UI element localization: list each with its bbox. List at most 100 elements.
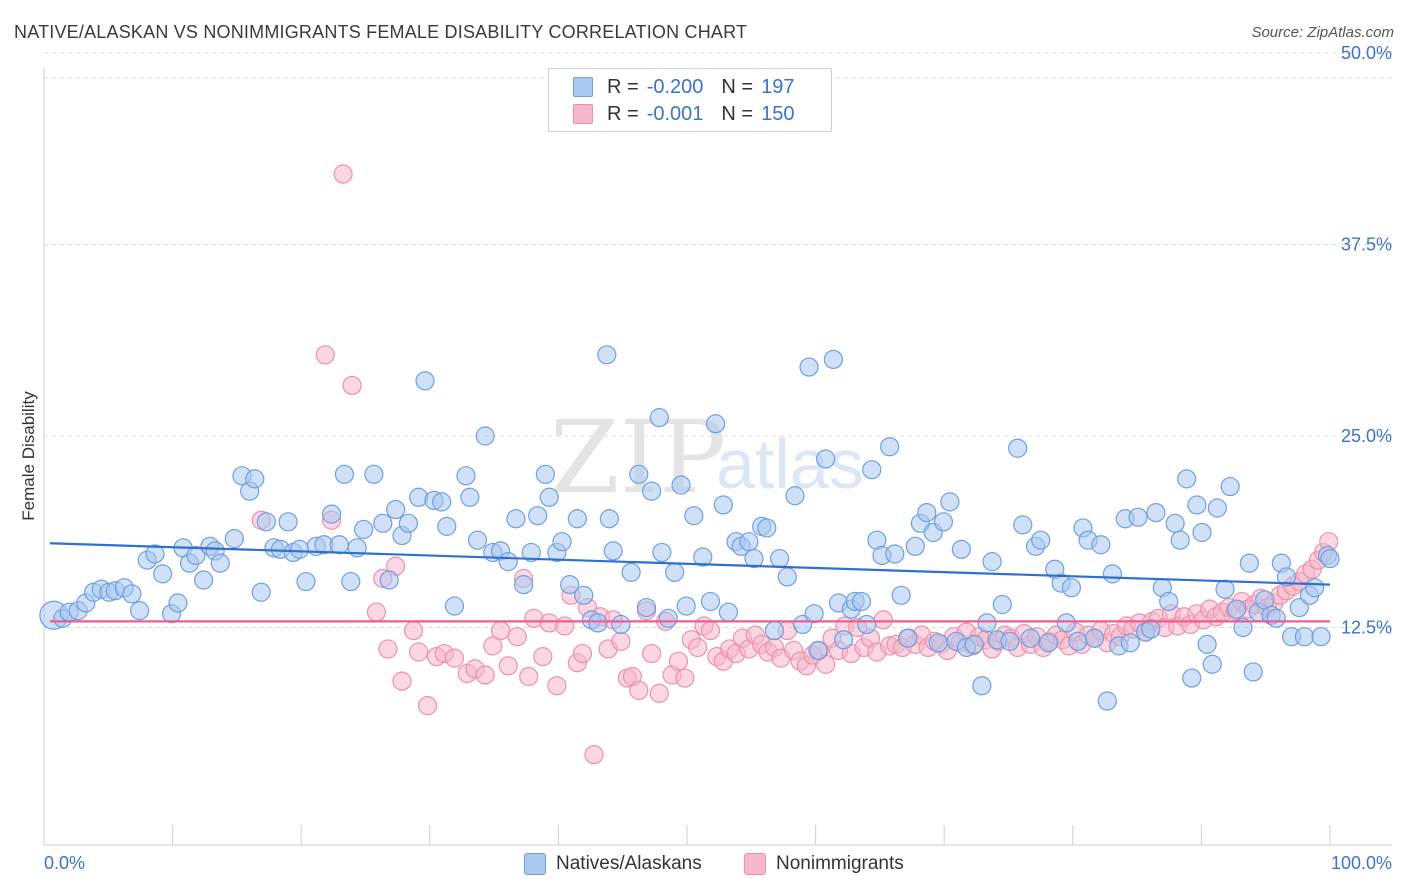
natives-point (777, 567, 797, 587)
y-tick-label: 25.0% (1341, 426, 1392, 446)
nonimmigrants-point (700, 620, 721, 641)
natives-point (296, 571, 316, 592)
nonimmigrants-point (378, 639, 398, 659)
natives-point (1202, 654, 1222, 674)
natives-point (552, 532, 572, 552)
nonimmigrants-point (475, 665, 495, 685)
nonimmigrants-point (572, 643, 593, 664)
n-value: 197 (761, 75, 795, 98)
bottom-legend-natives: Natives/Alaskans (524, 852, 702, 876)
legend-row-nonimmigrants: R = -0.001 N = 150 (573, 101, 794, 127)
natives-point (1233, 617, 1253, 638)
natives-point (649, 408, 669, 428)
natives-point (1207, 498, 1227, 518)
natives-point (1243, 662, 1263, 682)
natives-point (1266, 608, 1286, 628)
y-tick-label: 50.0% (1341, 43, 1392, 63)
natives-point (153, 564, 173, 584)
nonimmigrants-point (641, 643, 662, 664)
natives-point (652, 542, 672, 563)
natives-point (1102, 564, 1123, 584)
nonimmigrants-point (498, 656, 518, 676)
natives-point (700, 591, 721, 612)
natives-point (1146, 502, 1166, 523)
natives-point (808, 640, 828, 661)
natives-point (597, 345, 617, 365)
trend-lines (49, 542, 1331, 623)
natives-point (386, 499, 406, 520)
axis-layer: 12.5% 25.0% 37.5% 50.0% 0.0% 100.0% (43, 43, 1392, 873)
natives-point (713, 495, 733, 515)
natives-point (851, 591, 872, 612)
nonimmigrants-point (507, 627, 527, 647)
natives-point (658, 608, 678, 628)
natives-point (322, 504, 342, 524)
natives-point (1226, 599, 1247, 619)
natives-point (1289, 597, 1309, 618)
natives-point (256, 512, 276, 532)
natives-point (718, 602, 739, 622)
natives-point (245, 469, 265, 489)
y-tick-label: 37.5% (1341, 235, 1392, 255)
natives-point (539, 487, 559, 507)
n-label: N = (721, 75, 754, 98)
nonimmigrants-point (333, 164, 353, 184)
natives-point (1097, 691, 1117, 711)
natives-point (432, 492, 452, 512)
r-value: -0.001 (646, 102, 704, 125)
natives-point (684, 506, 704, 526)
nonimmigrants-point (611, 631, 631, 651)
natives-point (379, 570, 399, 590)
natives-point (917, 502, 937, 523)
natives-point (560, 575, 580, 595)
natives-point (194, 570, 214, 590)
natives-point (521, 542, 541, 563)
natives-point (1013, 515, 1033, 535)
x-tick-label: 0.0% (44, 853, 85, 873)
natives-point (799, 357, 819, 377)
natives-point (415, 371, 435, 391)
natives-point (373, 513, 393, 533)
natives-point (891, 585, 911, 605)
natives-point (506, 509, 526, 529)
natives-point (764, 620, 785, 641)
natives-point (629, 464, 649, 484)
natives-point (744, 548, 764, 569)
nonimmigrants-point (315, 345, 335, 365)
nonimmigrants-point (554, 616, 575, 636)
chart-title: NATIVE/ALASKAN VS NONIMMIGRANTS FEMALE D… (14, 22, 748, 42)
nonimmigrants-point (409, 642, 429, 662)
natives-point (130, 601, 150, 621)
nonimmigrants-point (873, 610, 893, 630)
natives-point (145, 544, 165, 564)
correlation-legend: R = -0.200 N = 197 R = -0.001 N = 150 (548, 68, 832, 132)
r-label: R = (607, 75, 639, 98)
y-axis-label: Female Disability (19, 391, 38, 521)
natives-point (977, 613, 997, 633)
natives-points (39, 345, 1340, 711)
natives-point (1305, 578, 1325, 598)
natives-point (588, 613, 608, 633)
natives-point (210, 553, 230, 573)
bottom-legend-nonimmigrants: Nonimmigrants (744, 852, 904, 876)
natives-point (1187, 495, 1207, 515)
natives-point (1038, 633, 1059, 653)
nonimmigrants-point (418, 696, 438, 716)
natives-point (456, 466, 476, 486)
natives-point (1031, 530, 1051, 550)
natives-point (475, 426, 495, 446)
watermark: ZIP atlas (550, 399, 864, 516)
natives-point (1192, 522, 1212, 543)
y-tick-label: 12.5% (1341, 618, 1392, 638)
natives-point (739, 532, 759, 552)
legend-row-natives: R = -0.200 N = 197 (573, 74, 794, 100)
natives-point (603, 541, 623, 561)
natives-point (1320, 548, 1340, 569)
natives-point (1239, 553, 1259, 573)
natives-point (1008, 438, 1028, 458)
nonimmigrants-swatch (573, 104, 593, 124)
natives-point (972, 676, 992, 696)
nonimmigrants-point (490, 620, 511, 641)
nonimmigrants-point (444, 648, 465, 668)
